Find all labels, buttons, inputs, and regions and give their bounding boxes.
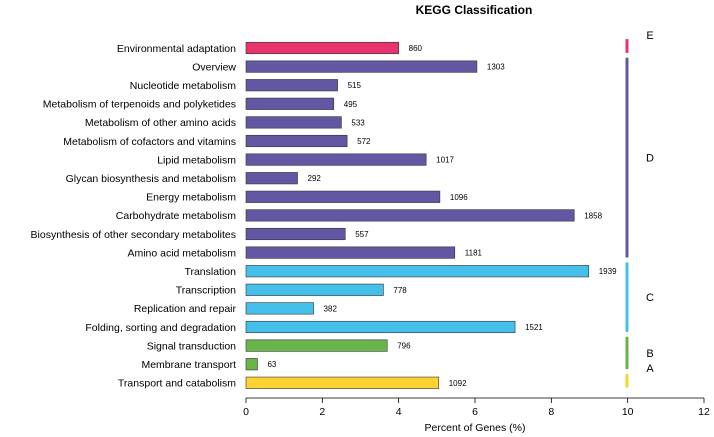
group-bracket [625,262,629,332]
bar [245,190,441,203]
chart-title: KEGG Classification [416,3,533,17]
x-tick-label: 10 [622,406,634,418]
category-label: Nucleotide metabolism [130,80,236,92]
group-label: D [646,153,654,165]
category-label: Transcription [176,285,236,297]
x-tick-label: 8 [548,406,554,418]
category-label: Energy metabolism [146,192,236,204]
group-bracket [625,373,629,388]
bar-value-label: 572 [357,137,371,146]
bar-value-label: 1939 [599,267,617,276]
bar [245,339,388,352]
x-tick-label: 0 [243,406,249,418]
group-bracket [625,336,629,370]
bar-value-label: 515 [348,81,362,90]
group-brackets: E D C BA [625,30,654,388]
bar [245,172,298,185]
bar [245,153,427,166]
category-label: Membrane transport [141,359,236,371]
bar [245,209,575,222]
x-tick-label: 2 [319,406,325,418]
bar [245,79,338,92]
category-label: Metabolism of terpenoids and polyketides [43,99,236,111]
group-label: C [646,292,654,304]
category-label: Amino acid metabolism [127,247,236,259]
category-label: Replication and repair [134,303,237,315]
bar-value-label: 557 [355,230,369,239]
x-tick-label: 4 [396,406,402,418]
bar-value-label: 63 [267,360,276,369]
bar-value-label: 1303 [487,63,505,72]
category-label: Signal transduction [147,340,236,352]
category-label: Biosynthesis of other secondary metaboli… [31,229,236,241]
bar [245,134,348,148]
category-label: Folding, sorting and degradation [85,322,236,334]
bar-value-label: 495 [344,100,358,109]
bar-value-label: 292 [308,174,322,183]
bar [245,60,478,73]
bar-value-label: 1858 [584,211,602,220]
bars-layer: Environmental adaptation 860 Overview 1303 N… [31,41,617,390]
bar-value-label: 860 [409,44,423,53]
bar-value-label: 778 [393,286,407,295]
group-bracket [625,57,629,258]
bar-value-label: 1092 [449,379,467,388]
bar-value-label: 1017 [436,156,454,165]
x-axis: 0 2 4 6 8 10 12 [243,397,710,418]
category-label: Lipid metabolism [157,154,236,166]
bar [245,302,314,315]
bar [245,97,335,110]
bar [245,246,456,259]
category-label: Metabolism of other amino acids [85,117,236,129]
group-label: E [646,30,653,42]
category-label: Glycan biosynthesis and metabolism [66,173,237,185]
bar-value-label: 1181 [465,249,483,258]
bar [245,358,258,371]
bar [245,376,440,389]
group-label: B [646,348,653,360]
category-label: Translation [184,266,236,278]
bar-value-label: 382 [324,304,338,313]
bar [245,227,346,241]
x-tick-label: 6 [472,406,478,418]
group-label: A [646,363,654,375]
bar-value-label: 1096 [450,193,468,202]
bar [245,283,384,296]
bar [245,116,342,129]
category-label: Environmental adaptation [117,43,236,55]
category-label: Carbohydrate metabolism [116,210,236,222]
x-axis-title: Percent of Genes (%) [425,422,526,434]
category-label: Metabolism of cofactors and vitamins [63,136,236,148]
group-bracket [625,39,629,53]
bar-value-label: 1521 [525,323,543,332]
bar [245,265,590,278]
bar-value-label: 533 [351,118,365,127]
bar-value-label: 796 [397,342,411,351]
category-label: Overview [192,61,236,73]
category-label: Transport and catabolism [118,378,236,390]
x-tick-label: 12 [698,406,710,418]
bar [245,41,399,55]
bar [245,320,516,334]
